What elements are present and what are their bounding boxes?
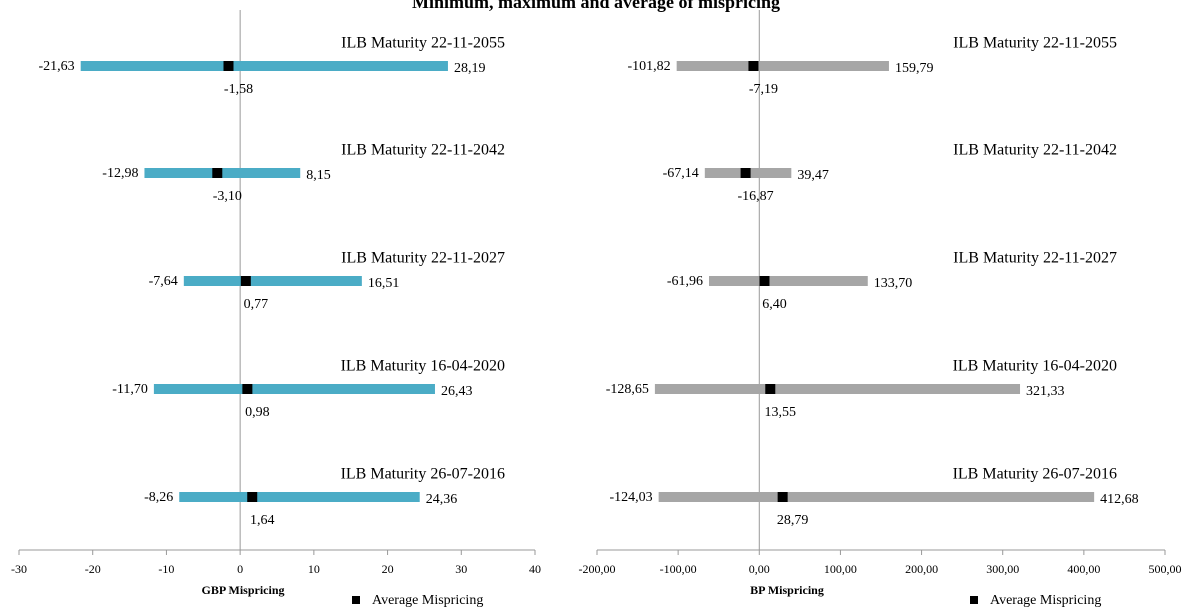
average-marker (247, 492, 258, 502)
x-axis-title: GBP Mispricing (201, 583, 284, 597)
x-tick-label: 200,00 (905, 562, 938, 576)
average-marker (242, 384, 253, 394)
average-label: -1,58 (224, 82, 253, 97)
average-label: -3,10 (213, 189, 242, 204)
x-tick-label: -10 (158, 562, 174, 576)
average-marker (765, 384, 776, 394)
category-label: ILB Maturity 22-11-2055 (341, 35, 505, 52)
x-tick-label: 10 (308, 562, 320, 576)
average-label: 28,79 (777, 513, 809, 528)
legend-marker (970, 596, 978, 604)
average-marker (777, 492, 788, 502)
category-label: ILB Maturity 26-07-2016 (341, 466, 505, 483)
average-marker (748, 61, 759, 71)
max-label: 159,79 (895, 61, 934, 76)
average-marker (223, 61, 234, 71)
min-label: -8,26 (144, 490, 173, 505)
x-tick-label: 20 (382, 562, 394, 576)
range-bar (153, 384, 435, 394)
max-label: 16,51 (368, 276, 400, 291)
category-label: ILB Maturity 26-07-2016 (953, 466, 1117, 483)
max-label: 8,15 (306, 168, 331, 183)
x-tick-label: 500,00 (1149, 562, 1182, 576)
min-label: -7,64 (149, 274, 178, 289)
min-label: -61,96 (667, 274, 703, 289)
x-tick-label: 300,00 (986, 562, 1019, 576)
x-tick-label: 0,00 (749, 562, 770, 576)
min-label: -67,14 (663, 166, 699, 181)
x-tick-label: -200,00 (579, 562, 616, 576)
x-tick-label: 100,00 (824, 562, 857, 576)
average-label: 1,64 (250, 513, 275, 528)
category-label: ILB Maturity 22-11-2027 (341, 250, 505, 267)
category-label: ILB Maturity 22-11-2042 (953, 142, 1117, 159)
average-label: 6,40 (762, 297, 787, 312)
legend-marker (352, 596, 360, 604)
range-bar (80, 61, 448, 71)
range-bar (676, 61, 889, 71)
max-label: 321,33 (1026, 384, 1065, 399)
category-label: ILB Maturity 16-04-2020 (341, 358, 505, 375)
legend-label: Average Mispricing (990, 593, 1101, 608)
range-bar (144, 168, 301, 178)
max-label: 26,43 (441, 384, 473, 399)
range-bar (709, 276, 868, 286)
average-marker (759, 276, 770, 286)
min-label: -101,82 (627, 59, 670, 74)
range-bar (658, 492, 1095, 502)
legend-label: Average Mispricing (372, 593, 483, 608)
range-bar (179, 492, 420, 502)
average-marker (212, 168, 223, 178)
x-axis-title: BP Mispricing (750, 583, 824, 597)
min-label: -11,70 (112, 382, 148, 397)
average-label: -7,19 (749, 82, 778, 97)
max-label: 28,19 (454, 61, 486, 76)
min-label: -124,03 (609, 490, 652, 505)
x-tick-label: 40 (529, 562, 541, 576)
category-label: ILB Maturity 22-11-2042 (341, 142, 505, 159)
x-tick-label: 0 (237, 562, 243, 576)
x-tick-label: 400,00 (1067, 562, 1100, 576)
category-label: ILB Maturity 16-04-2020 (953, 358, 1117, 375)
range-bar (183, 276, 362, 286)
min-label: -21,63 (39, 59, 75, 74)
average-label: 13,55 (765, 405, 797, 420)
chart-title: Minimum, maximum and average of misprici… (412, 0, 780, 12)
average-label: -16,87 (738, 189, 774, 204)
x-tick-label: -20 (85, 562, 101, 576)
range-bar (654, 384, 1021, 394)
max-label: 39,47 (797, 168, 829, 183)
average-marker (740, 168, 751, 178)
category-label: ILB Maturity 22-11-2055 (953, 35, 1117, 52)
x-tick-label: -100,00 (660, 562, 697, 576)
category-label: ILB Maturity 22-11-2027 (953, 250, 1117, 267)
min-label: -128,65 (606, 382, 649, 397)
x-tick-label: -30 (11, 562, 27, 576)
average-marker (240, 276, 251, 286)
average-label: 0,98 (245, 405, 270, 420)
max-label: 412,68 (1100, 492, 1139, 507)
x-tick-label: 30 (455, 562, 467, 576)
max-label: 24,36 (426, 492, 458, 507)
average-label: 0,77 (244, 297, 269, 312)
min-label: -12,98 (102, 166, 138, 181)
max-label: 133,70 (874, 276, 913, 291)
